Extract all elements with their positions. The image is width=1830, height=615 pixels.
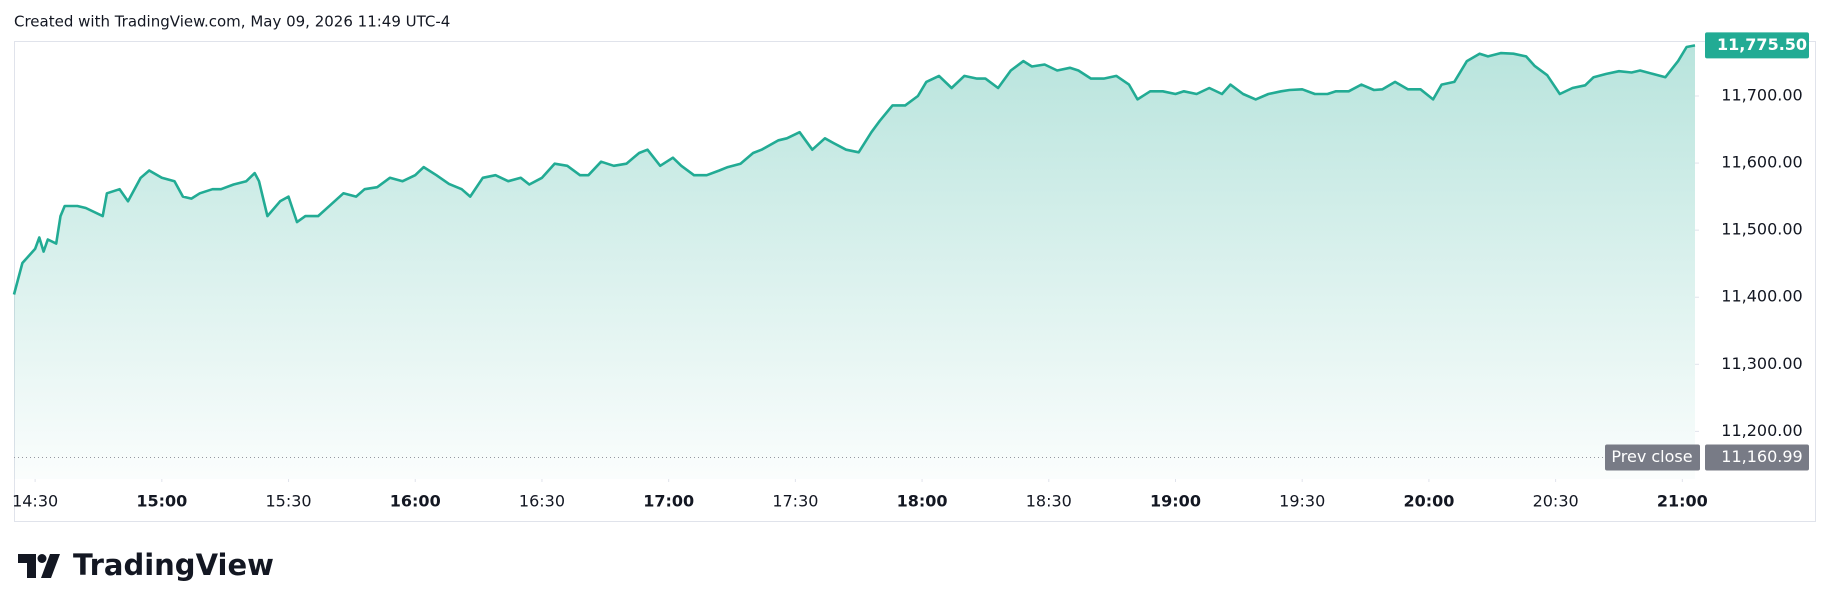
x-tick-label: 15:00 bbox=[136, 492, 187, 511]
x-tick-label: 17:00 bbox=[643, 492, 694, 511]
y-tick-label: 11,200.00 bbox=[1721, 421, 1802, 440]
x-tick-label: 18:00 bbox=[897, 492, 948, 511]
x-tick-label: 16:00 bbox=[390, 492, 441, 511]
brand-logo bbox=[18, 554, 60, 578]
x-tick-label: 14:30 bbox=[12, 492, 58, 511]
y-tick-label: 11,600.00 bbox=[1721, 153, 1802, 172]
x-tick-label: 19:30 bbox=[1279, 492, 1325, 511]
last-price-label: 11,775.50 bbox=[1717, 35, 1807, 54]
prev-close-name: Prev close bbox=[1611, 447, 1692, 466]
brand-name: TradingView bbox=[73, 548, 274, 582]
x-tick-label: 19:00 bbox=[1150, 492, 1201, 511]
y-tick-label: 11,400.00 bbox=[1721, 287, 1802, 306]
x-tick-label: 21:00 bbox=[1657, 492, 1708, 511]
y-tick-label: 11,500.00 bbox=[1721, 220, 1802, 239]
x-tick-label: 20:30 bbox=[1533, 492, 1579, 511]
area-fill bbox=[14, 45, 1695, 480]
y-tick-label: 11,300.00 bbox=[1721, 354, 1802, 373]
x-tick-label: 15:30 bbox=[265, 492, 311, 511]
chart-frame bbox=[14, 41, 1816, 522]
y-tick-label: 11,700.00 bbox=[1721, 86, 1802, 105]
last-price-box bbox=[1705, 32, 1809, 59]
header-text: Created with TradingView.com, May 09, 20… bbox=[14, 13, 450, 31]
prev-close-value-box bbox=[1705, 444, 1809, 471]
x-tick-label: 17:30 bbox=[772, 492, 818, 511]
price-line bbox=[12, 44, 1696, 295]
prev-close-value: 11,160.99 bbox=[1721, 447, 1802, 466]
prev-close-name-box bbox=[1605, 444, 1700, 471]
x-tick-label: 18:30 bbox=[1026, 492, 1072, 511]
x-tick-label: 20:00 bbox=[1403, 492, 1454, 511]
x-tick-label: 16:30 bbox=[519, 492, 565, 511]
